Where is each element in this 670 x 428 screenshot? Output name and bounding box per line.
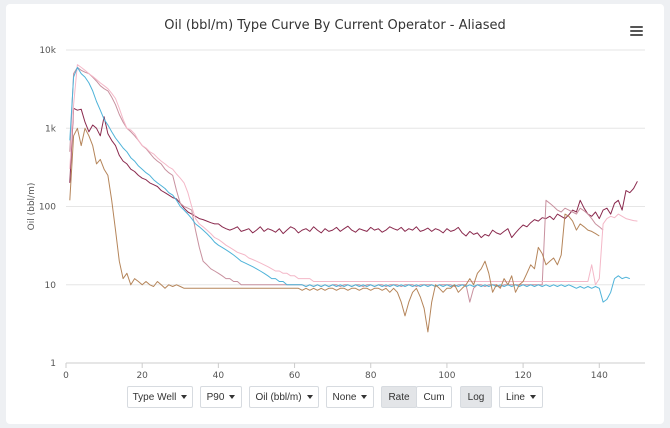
y-tick-label: 1 <box>50 359 56 369</box>
chevron-down-icon <box>181 395 188 400</box>
log-toggle-button[interactable]: Log <box>460 386 492 408</box>
rate-toggle-button[interactable]: Rate <box>381 386 417 408</box>
series-line <box>69 127 600 333</box>
y-axis-label: Oil (bbl/m) <box>27 183 37 231</box>
x-tick-label: 40 <box>213 371 225 380</box>
chevron-down-icon <box>229 395 236 400</box>
measure-dropdown[interactable]: Oil (bbl/m) <box>249 386 319 408</box>
chart-card <box>6 4 664 424</box>
type-well-label: Type Well <box>132 392 177 403</box>
chart-controls: Type Well P90 Oil (bbl/m) None Rate Cum … <box>0 386 670 410</box>
series-line <box>69 107 638 239</box>
grouping-dropdown[interactable]: None <box>326 386 374 408</box>
chart-type-label: Line <box>506 392 525 403</box>
percentile-dropdown[interactable]: P90 <box>200 386 242 408</box>
chevron-down-icon <box>529 395 536 400</box>
chart-title: Oil (bbl/m) Type Curve By Current Operat… <box>164 18 506 33</box>
series-line <box>69 66 630 303</box>
type-well-dropdown[interactable]: Type Well <box>127 386 193 408</box>
chart-type-dropdown[interactable]: Line <box>499 386 543 408</box>
series-line <box>69 66 604 303</box>
grouping-label: None <box>332 392 357 403</box>
y-tick-label: 100 <box>39 203 56 213</box>
x-tick-label: 140 <box>591 371 608 380</box>
y-tick-label: 10k <box>39 46 56 56</box>
percentile-label: P90 <box>206 392 225 403</box>
series-line <box>69 64 638 286</box>
x-tick-label: 80 <box>365 371 377 380</box>
chart-plot: 1 10 100 1k 10k 0 20 40 60 80 100 120 140 Oil (bbl/m) <box>27 46 645 380</box>
hamburger-menu-icon[interactable] <box>630 26 643 38</box>
y-tick-label: 10 <box>45 281 57 291</box>
x-tick-label: 120 <box>515 371 532 380</box>
chevron-down-icon <box>306 395 313 400</box>
log-label: Log <box>467 392 485 403</box>
x-tick-label: 20 <box>136 371 148 380</box>
rate-label: Rate <box>388 392 410 403</box>
x-tick-label: 60 <box>289 371 301 380</box>
x-tick-label: 100 <box>438 371 455 380</box>
x-tick-label: 0 <box>63 371 69 380</box>
chevron-down-icon <box>361 395 368 400</box>
y-tick-label: 1k <box>45 124 57 134</box>
measure-label: Oil (bbl/m) <box>255 392 302 403</box>
cum-label: Cum <box>423 392 445 403</box>
cum-toggle-button[interactable]: Cum <box>416 386 452 408</box>
